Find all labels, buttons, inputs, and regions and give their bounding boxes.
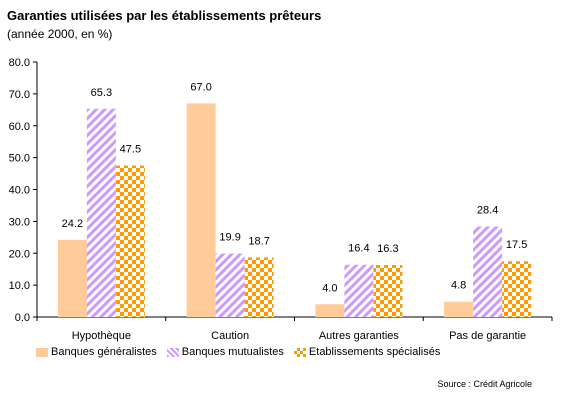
x-tick-label: Hypothèque: [72, 330, 131, 342]
data-label: 47.5: [120, 144, 141, 156]
y-tick-label: 10.0: [9, 280, 30, 292]
bar: [57, 239, 87, 317]
data-label: 65.3: [91, 87, 112, 99]
legend-label: Banques mutualistes: [181, 346, 284, 358]
legend-item-banques-generalistes: Banques généralistes: [36, 346, 157, 358]
x-tick-label: Pas de garantie: [449, 330, 526, 342]
y-tick-label: 50.0: [9, 153, 30, 165]
bar: [344, 264, 374, 317]
y-tick-label: 30.0: [9, 216, 30, 228]
chart-subtitle: (année 2000, en %): [7, 27, 113, 41]
y-tick-label: 0.0: [15, 312, 30, 324]
y-tick-label: 40.0: [9, 185, 30, 197]
y-tick-label: 70.0: [9, 89, 30, 101]
data-label: 17.5: [506, 239, 527, 251]
bar: [186, 103, 216, 317]
bar: [86, 108, 116, 317]
bar: [373, 265, 403, 317]
data-label: 4.8: [451, 280, 466, 292]
bar: [115, 165, 145, 317]
source-note: Source : Crédit Agricole: [437, 379, 532, 389]
bar: [502, 261, 532, 317]
bar: [473, 226, 503, 317]
chart-legend: Banques généralistes Banques mutualistes…: [36, 346, 450, 358]
data-label: 24.2: [62, 218, 83, 230]
legend-swatch-solid: [36, 347, 48, 357]
data-label: 4.0: [322, 282, 337, 294]
x-tick-label: Autres garanties: [319, 330, 400, 342]
bar: [444, 301, 474, 317]
bar: [215, 253, 245, 317]
data-label: 16.4: [348, 243, 369, 255]
legend-label: Etablissements spécialisés: [308, 346, 441, 358]
y-tick-label: 80.0: [9, 57, 30, 69]
y-tick-label: 20.0: [9, 248, 30, 260]
chart-title: Garanties utilisées par les établissemen…: [7, 8, 322, 23]
data-label: 18.7: [248, 235, 269, 247]
legend-swatch-stripes: [166, 347, 179, 357]
data-label: 67.0: [190, 81, 211, 93]
legend-item-banques-mutualistes: Banques mutualistes: [166, 346, 284, 358]
data-label: 16.3: [377, 243, 398, 255]
legend-swatch-checker: [293, 347, 306, 357]
data-label: 19.9: [219, 232, 240, 244]
x-tick-label: Caution: [211, 330, 249, 342]
bar: [244, 257, 274, 317]
legend-item-etablissements-specialises: Etablissements spécialisés: [293, 346, 441, 358]
bar: [315, 304, 345, 317]
legend-label: Banques généralistes: [51, 346, 157, 358]
data-label: 28.4: [477, 204, 498, 216]
y-tick-label: 60.0: [9, 121, 30, 133]
